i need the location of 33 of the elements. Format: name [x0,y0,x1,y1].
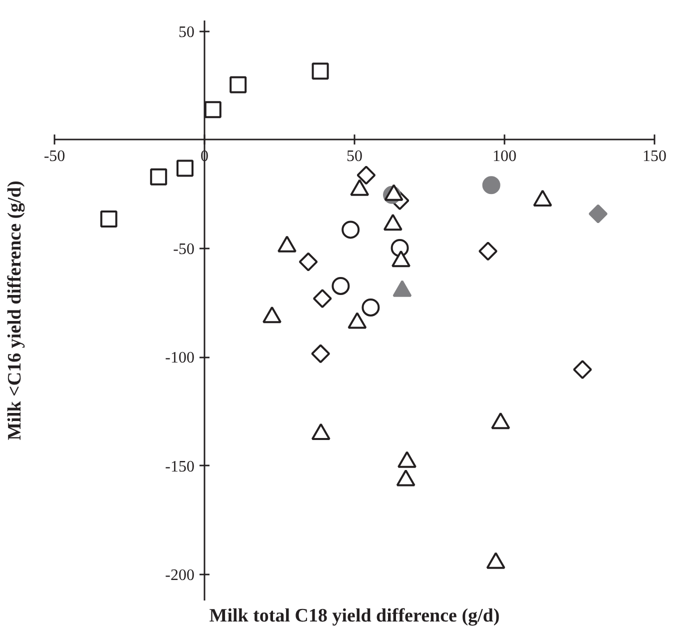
point [486,552,506,569]
point [311,344,330,364]
point [573,360,592,380]
point [204,101,222,118]
y-axis-title: Milk <C16 yield difference (g/d) [4,180,26,440]
point [230,76,247,94]
point [332,276,350,295]
point [482,176,500,194]
point [356,166,376,185]
x-tick-label: 150 [642,148,666,165]
point [478,242,498,261]
point [312,62,329,80]
point [100,210,118,228]
x-tick-label: -50 [44,148,66,165]
point [176,160,194,177]
point [298,252,318,272]
x-tick-label: 100 [492,148,516,165]
y-tick-label: -200 [165,566,194,584]
point [362,298,380,316]
point [588,204,608,224]
point [311,423,330,440]
point [342,220,360,239]
point [398,451,416,468]
x-tick-label: 50 [346,148,362,165]
y-tick-label: -150 [165,458,194,476]
y-tick-label: -100 [165,350,194,367]
point [396,470,416,486]
y-tick-label: -50 [173,241,194,258]
point [312,289,332,308]
y-tick-label: 50 [178,24,194,41]
point [150,168,168,186]
point [491,412,510,430]
x-axis-title: Milk total C18 yield difference (g/d) [209,606,500,626]
